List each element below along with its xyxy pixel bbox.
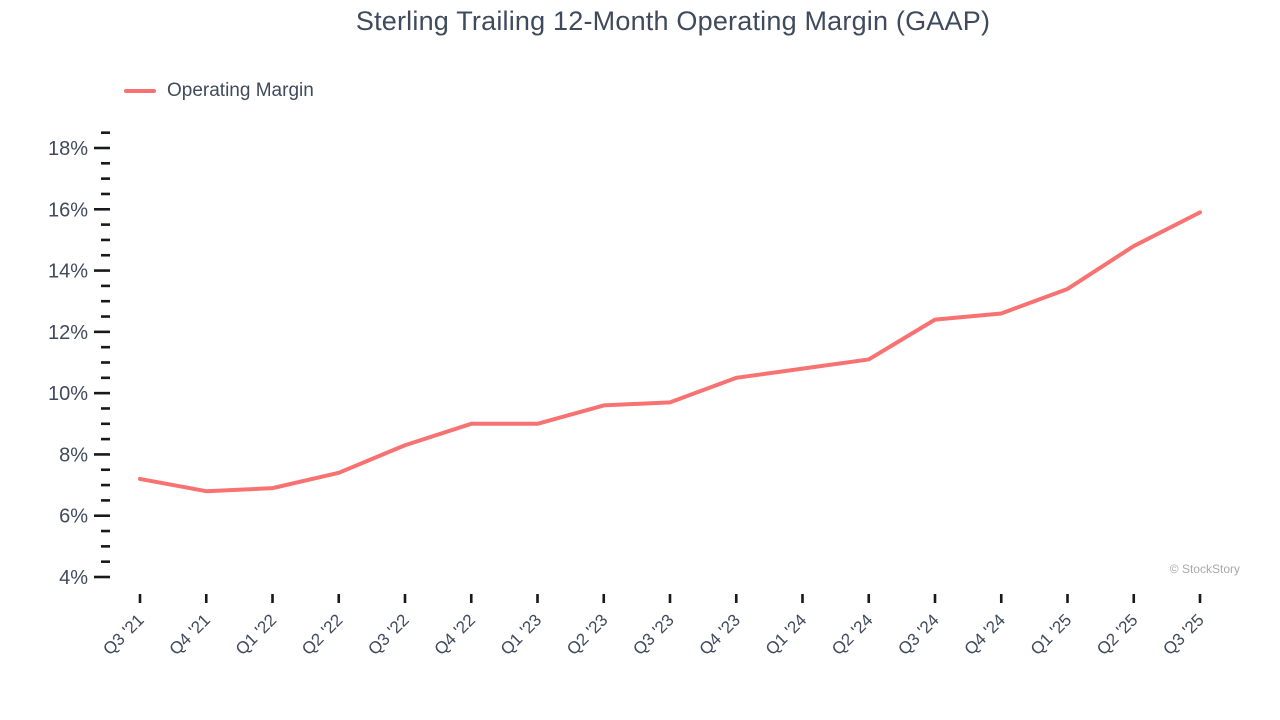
x-axis-label: Q4 '24 xyxy=(961,610,1009,658)
y-axis: 4% 6% 8% 10% 12% 14% 16% 18% xyxy=(48,131,110,589)
y-axis-label: 16% xyxy=(48,199,88,221)
x-axis-label: Q3 '23 xyxy=(629,610,677,658)
x-axis-label: Q2 '25 xyxy=(1093,610,1141,658)
y-axis-label: 10% xyxy=(48,383,88,405)
x-axis-label: Q2 '24 xyxy=(828,610,876,658)
y-axis-label: 6% xyxy=(59,506,88,528)
x-axis: Q3 '21 Q4 '21 Q1 '22 Q2 '22 Q3 '22 Q4 '22 Q1 '… xyxy=(99,594,1208,659)
x-axis-label: Q1 '22 xyxy=(232,610,280,658)
x-axis-label: Q4 '21 xyxy=(166,610,214,658)
x-axis-label: Q3 '25 xyxy=(1159,610,1207,658)
x-axis-label: Q1 '23 xyxy=(497,610,545,658)
x-axis-label: Q1 '25 xyxy=(1027,610,1075,658)
x-axis-label: Q1 '24 xyxy=(762,610,810,658)
series-line xyxy=(138,210,1202,494)
legend-label: Operating Margin xyxy=(167,80,314,101)
x-axis-label: Q3 '21 xyxy=(99,610,147,658)
x-axis-label: Q3 '24 xyxy=(894,610,942,658)
y-axis-label: 18% xyxy=(48,138,88,160)
watermark: © StockStory xyxy=(1169,562,1240,576)
chart-title: Sterling Trailing 12-Month Operating Mar… xyxy=(355,6,991,36)
x-axis-label: Q2 '23 xyxy=(563,610,611,658)
x-axis-label: Q4 '23 xyxy=(696,610,744,658)
y-axis-label: 8% xyxy=(59,444,88,466)
x-axis-label: Q4 '22 xyxy=(431,610,479,658)
y-axis-label: 12% xyxy=(48,322,88,344)
x-axis-label: Q3 '22 xyxy=(364,610,412,658)
legend: Operating Margin xyxy=(124,80,314,102)
y-axis-label: 14% xyxy=(48,261,88,283)
y-axis-label: 4% xyxy=(59,567,88,589)
legend-line-swatch xyxy=(124,89,156,93)
x-axis-label: Q2 '22 xyxy=(298,610,346,658)
